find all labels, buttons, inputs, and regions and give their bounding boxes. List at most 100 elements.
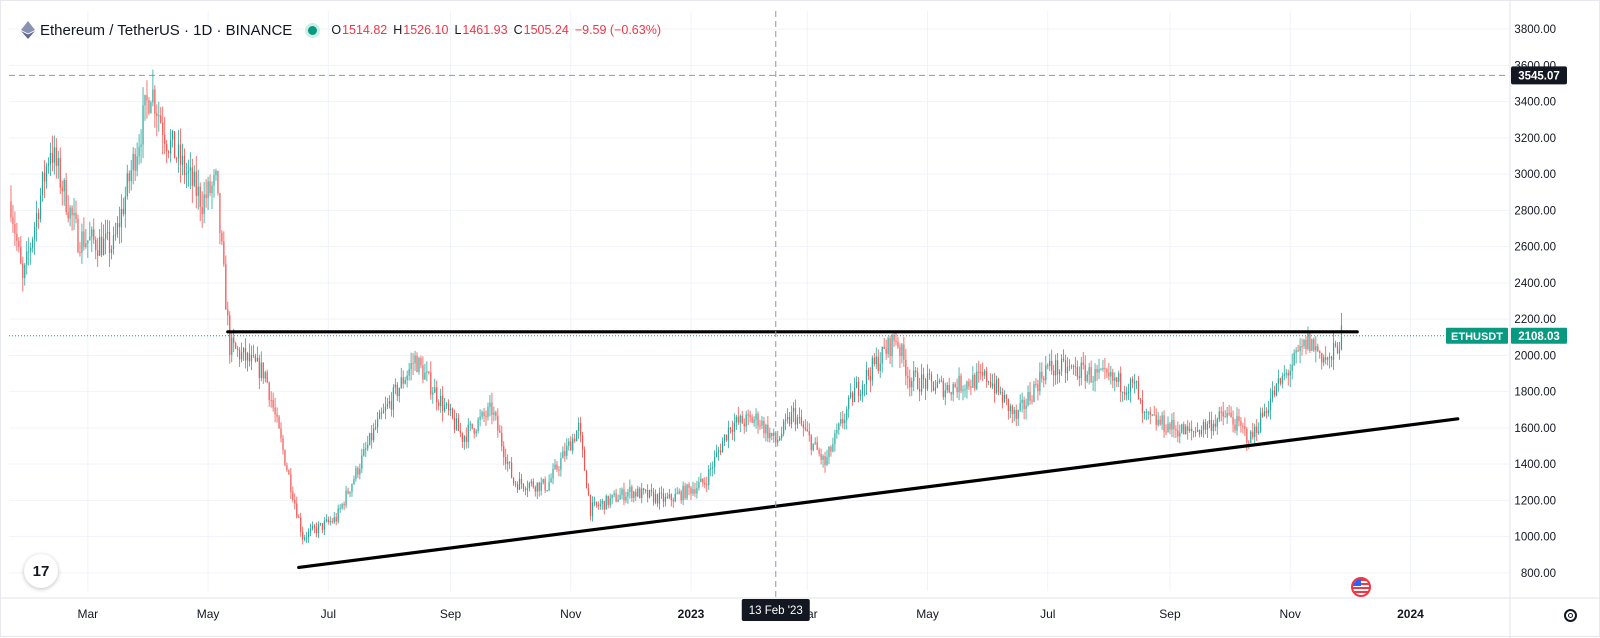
candle-body: [729, 427, 732, 430]
candle-body: [1258, 431, 1260, 433]
candle-body: [792, 407, 795, 413]
candle-body: [418, 358, 420, 373]
candle-body: [674, 493, 676, 502]
candle-body: [1104, 368, 1106, 370]
last-price-tag[interactable]: ETHUSDT 2108.03: [1446, 327, 1567, 344]
candle-body: [1299, 346, 1301, 352]
candle-body: [166, 144, 168, 152]
us-flag-event-icon[interactable]: [1351, 577, 1371, 597]
trendline[interactable]: [297, 417, 1460, 570]
candle-body: [775, 432, 777, 443]
candle-body: [723, 434, 726, 442]
candle-body: [982, 371, 984, 376]
candle-body: [254, 355, 256, 362]
candle-body: [1127, 391, 1130, 394]
candle-body: [938, 380, 940, 382]
candle-body: [404, 380, 406, 384]
candle-body: [451, 408, 454, 418]
candle-body: [1236, 416, 1238, 431]
candle-body: [39, 195, 42, 220]
candle-body: [1202, 422, 1205, 430]
candle-body: [432, 392, 434, 395]
candle-body: [1084, 364, 1086, 382]
candle-body: [595, 501, 597, 506]
candle-body: [1206, 423, 1209, 430]
candle-body: [213, 175, 215, 186]
candle-body: [593, 501, 596, 503]
time-tick-label: Nov: [560, 607, 581, 621]
candle-body: [710, 468, 712, 470]
candle-body: [932, 381, 935, 391]
candle-body: [1173, 419, 1175, 429]
candle-body: [1238, 416, 1240, 422]
candle-body: [457, 418, 460, 431]
symbol-title[interactable]: Ethereum / TetherUS · 1D · BINANCE: [40, 21, 293, 39]
close-value: 1505.24: [523, 23, 569, 37]
candle-body: [1074, 366, 1076, 368]
trendlines[interactable]: [226, 330, 1460, 570]
candle-body: [936, 381, 938, 388]
candle-body: [810, 435, 812, 451]
candle-body: [1291, 364, 1293, 371]
candle-body: [398, 387, 400, 397]
tradingview-logo-icon[interactable]: 17: [24, 554, 58, 588]
time-tick-label: Sep: [1159, 607, 1181, 621]
candle-body: [1137, 380, 1140, 400]
candle-body: [197, 186, 199, 196]
candle-body: [22, 263, 24, 278]
candle-body: [1332, 343, 1335, 360]
candle-body: [209, 181, 211, 194]
candle-body: [1161, 415, 1163, 425]
candle-body: [1165, 431, 1167, 433]
candle-body: [260, 362, 262, 379]
candle-body: [773, 432, 775, 437]
price-axis[interactable]: 800.00 1000.00 1200.00 1400.00 1600.00 1800.0…: [1514, 24, 1556, 580]
candle-body: [1120, 373, 1122, 393]
candle-body: [956, 387, 958, 393]
candle-body: [1043, 378, 1045, 381]
candle-body: [822, 455, 824, 460]
candle-body: [958, 375, 960, 393]
candle-body: [459, 430, 461, 433]
candle-body: [779, 437, 781, 441]
candle-body: [12, 217, 14, 224]
candle-body: [1317, 346, 1319, 352]
candle-body: [544, 479, 546, 491]
candle-body: [911, 381, 913, 388]
candle-body: [1279, 378, 1281, 384]
candle-body: [891, 335, 893, 357]
candle-body: [386, 403, 389, 407]
candle-body: [1313, 339, 1315, 351]
time-tick-label: May: [197, 607, 220, 621]
candle-body: [63, 180, 65, 192]
candle-body: [574, 438, 576, 442]
candle-body: [1267, 410, 1270, 414]
candle-body: [820, 453, 822, 460]
candle-body: [540, 482, 542, 491]
candle-body: [875, 356, 877, 365]
candle-body: [505, 457, 507, 464]
candle-body: [349, 491, 351, 494]
candle-body: [1092, 381, 1094, 383]
market-status-dot[interactable]: [308, 25, 318, 35]
candle-body: [826, 457, 828, 465]
candle-body: [948, 385, 950, 393]
gear-icon[interactable]: [1564, 609, 1577, 622]
candle-body: [991, 383, 994, 387]
candle-body: [138, 146, 140, 157]
candle-body: [1141, 399, 1143, 413]
candle-body: [769, 432, 771, 439]
candle-body: [246, 353, 249, 361]
candle-body: [1193, 431, 1195, 433]
candle-body: [1072, 366, 1074, 368]
candle-body: [980, 371, 982, 373]
candle-body: [1256, 426, 1258, 433]
crosshair-date-label: 13 Feb '23: [741, 599, 810, 621]
candle-body: [122, 208, 124, 215]
time-axis[interactable]: MarMayJulSepNov2023MarMayJulSepNov2024: [78, 607, 1425, 621]
candle-body: [645, 489, 647, 491]
candle-body: [783, 420, 785, 434]
candle-body: [1198, 430, 1201, 435]
candle-body: [179, 144, 182, 165]
